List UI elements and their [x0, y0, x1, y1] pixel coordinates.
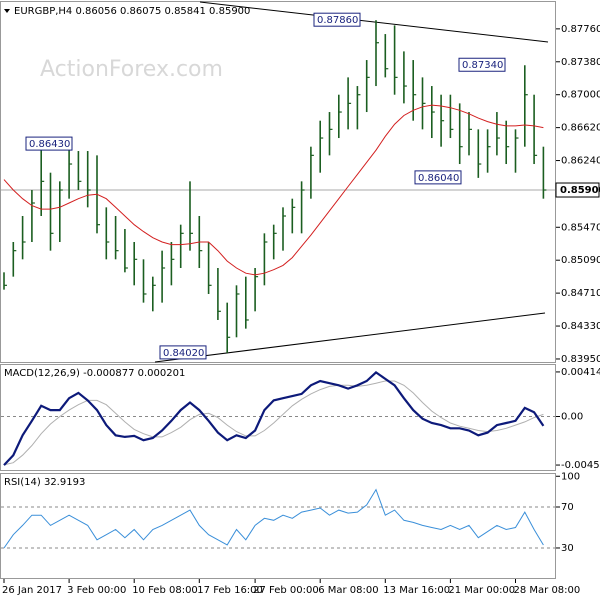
annotation-box [313, 12, 361, 27]
x-tick-label: 21 Mar 00:00 [448, 585, 515, 596]
macd-title: MACD(12,26,9) -0.000877 0.000201 [4, 368, 185, 379]
ma-line [3, 104, 544, 276]
rsi-panel [0, 473, 556, 579]
watermark: ActionForex.com [40, 57, 223, 82]
annotation-box [159, 345, 207, 360]
y-tick-label: 0.84710 [561, 288, 600, 299]
annotation: 0.86040 [418, 173, 459, 184]
trend-line [154, 312, 546, 363]
annotation-box [458, 57, 506, 72]
y-tick-label: 0.004148 [561, 367, 600, 378]
annotation: 0.86430 [29, 139, 70, 150]
x-tick-label: 10 Feb 08:00 [132, 585, 198, 596]
y-tick-label: 30 [561, 543, 574, 554]
macd-line [3, 370, 545, 466]
y-tick-label: 0.84330 [561, 321, 600, 332]
y-tick-label: 0.86240 [561, 156, 600, 167]
last-price-box [555, 182, 600, 198]
x-tick-label: 26 Jan 2017 [2, 585, 62, 596]
trend-line [199, 1, 549, 43]
last-price-label: 0.85900 [560, 185, 600, 196]
annotation: 0.87340 [462, 60, 503, 71]
x-tick-label: 27 Feb 00:00 [253, 585, 319, 596]
annotation: 0.87860 [317, 15, 358, 26]
annotation-box [414, 170, 462, 185]
chart-title: EURGBP,H4 0.86056 0.86075 0.85841 0.8590… [14, 6, 250, 17]
macd-panel [0, 364, 556, 471]
y-tick-label: 0.85470 [561, 222, 600, 233]
y-tick-label: 0.83950 [561, 354, 600, 365]
annotation-box [25, 136, 73, 151]
rsi-title: RSI(14) 32.9193 [4, 477, 85, 488]
y-tick-label: -0.004516 [561, 460, 600, 471]
signal-line [3, 380, 544, 466]
y-tick-label: 0.00 [561, 412, 583, 423]
y-tick-label: 70 [561, 502, 574, 513]
annotation: 0.84020 [163, 348, 204, 359]
x-tick-label: 6 Mar 08:00 [318, 585, 378, 596]
x-tick-label: 13 Mar 16:00 [383, 585, 450, 596]
x-tick-label: 28 Mar 08:00 [514, 585, 581, 596]
y-tick-label: 0.87380 [561, 57, 600, 68]
y-tick-label: 0.87000 [561, 90, 600, 101]
x-tick-label: 17 Feb 16:00 [197, 585, 263, 596]
y-tick-label: 0.85090 [561, 255, 600, 266]
rsi-line [3, 488, 544, 549]
price-panel [0, 1, 556, 363]
y-tick-label: 0.86620 [561, 123, 600, 134]
x-tick-label: 3 Feb 00:00 [67, 585, 126, 596]
y-tick-label: 100 [561, 471, 580, 482]
symbol-marker [4, 9, 10, 13]
y-tick-label: 0.87760 [561, 24, 600, 35]
